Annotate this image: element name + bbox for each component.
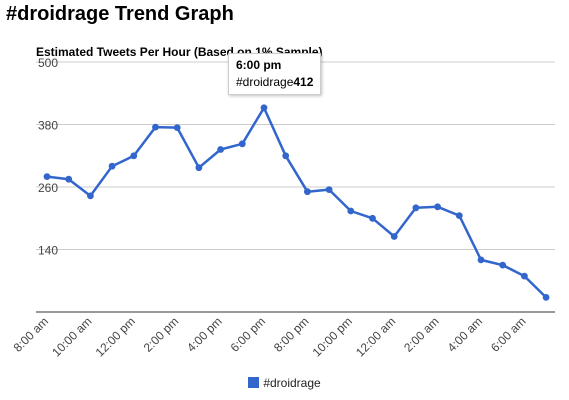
data-point[interactable] <box>130 152 138 160</box>
data-point[interactable] <box>260 104 268 112</box>
x-tick-label: 12:00 am <box>353 314 398 359</box>
y-tick-label: 500 <box>38 56 58 70</box>
x-tick-label: 2:00 am <box>401 314 442 355</box>
tooltip-value: 412 <box>293 75 314 89</box>
y-tick-label: 140 <box>38 244 58 258</box>
x-tick-label: 6:00 am <box>488 314 529 355</box>
x-tick-label: 6:00 pm <box>228 314 269 355</box>
x-tick-label: 10:00 pm <box>310 314 355 359</box>
data-point[interactable] <box>434 203 441 211</box>
x-tick-label: 4:00 pm <box>184 314 225 355</box>
data-point[interactable] <box>282 152 290 160</box>
data-point[interactable] <box>499 261 507 269</box>
legend-label: #droidrage <box>263 376 321 390</box>
tooltip-time: 6:00 pm <box>236 58 282 72</box>
x-tick-label: 8:00 am <box>11 314 52 355</box>
tooltip-value-row: #droidrage412 <box>236 75 313 89</box>
data-point[interactable] <box>43 173 51 181</box>
y-tick-label: 380 <box>38 119 58 133</box>
x-tick-label: 4:00 am <box>445 314 486 355</box>
data-point[interactable] <box>455 212 463 220</box>
data-point[interactable] <box>369 214 376 222</box>
data-point[interactable] <box>65 175 73 183</box>
data-point[interactable] <box>173 124 181 131</box>
data-point[interactable] <box>477 256 485 264</box>
x-tick-label: 10:00 am <box>49 314 94 359</box>
data-point[interactable] <box>325 186 333 194</box>
x-tick-label: 2:00 pm <box>141 314 182 355</box>
legend[interactable]: #droidrage <box>0 376 569 390</box>
data-point[interactable] <box>238 140 246 148</box>
legend-swatch <box>248 377 260 388</box>
y-axis-ticks: 500 380 260 140 <box>38 56 58 258</box>
series-line[interactable] <box>46 106 547 299</box>
data-point[interactable] <box>152 123 159 131</box>
data-point[interactable] <box>217 146 225 153</box>
series-droidrage[interactable] <box>43 104 550 301</box>
tooltip-series-name: #droidrage <box>236 75 294 89</box>
gridlines <box>36 61 555 313</box>
data-point[interactable] <box>412 204 420 212</box>
data-point[interactable] <box>542 294 550 301</box>
tooltip-pointer <box>260 97 272 105</box>
y-tick-label: 260 <box>38 181 58 195</box>
data-point[interactable] <box>390 233 398 240</box>
data-point[interactable] <box>347 207 355 215</box>
page-title: #droidrage Trend Graph <box>6 3 234 25</box>
data-point[interactable] <box>87 192 94 200</box>
x-tick-label: 12:00 pm <box>93 314 138 359</box>
data-point[interactable] <box>195 164 203 172</box>
data-point[interactable] <box>108 162 116 170</box>
data-point[interactable] <box>521 272 528 280</box>
data-point[interactable] <box>304 188 311 196</box>
tooltip: 6:00 pm #droidrage412 <box>228 53 322 95</box>
x-tick-label: 8:00 pm <box>271 314 312 355</box>
